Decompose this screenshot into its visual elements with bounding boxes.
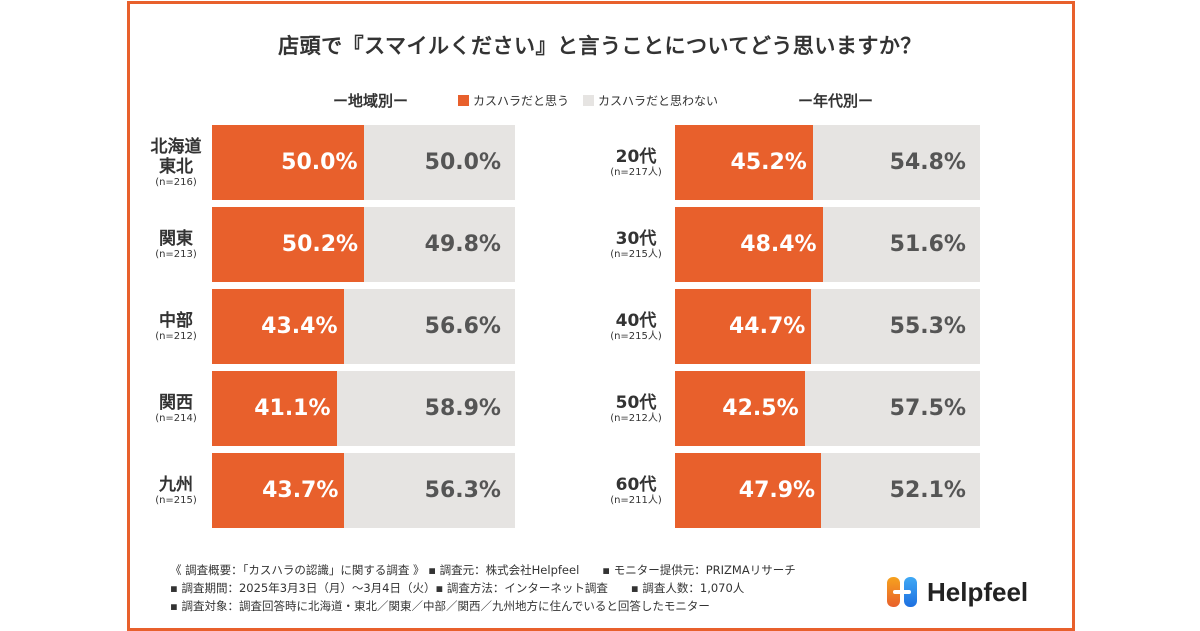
note-line: ▪ 調査対象：調査回答時に北海道・東北／関東／中部／関西／九州地方に住んでいると… (170, 599, 710, 613)
data-label-yes: 48.4% (740, 232, 817, 257)
survey-notes: 《 調査概要：「カスハラの認識」に関する調査 》 ▪ 調査元：株式会社Helpf… (170, 561, 796, 615)
category-label: 関東 (n=213) (140, 229, 212, 261)
category-label-text: 九州 (159, 474, 193, 495)
category-label: 中部 (n=212) (140, 311, 212, 343)
legend-item-no: カスハラだと思わない (583, 92, 718, 109)
data-label-yes: 44.7% (729, 314, 806, 339)
bar-segment-yes (212, 371, 337, 446)
bar-segment-yes (675, 453, 822, 528)
data-label-no: 56.3% (424, 478, 501, 503)
bar-segment-yes (675, 207, 823, 282)
bar-segment-yes (212, 125, 364, 200)
legend-swatch-yes (458, 95, 469, 106)
data-label-yes: 41.1% (254, 396, 331, 421)
chart-title: 店頭で『スマイルください』と言うことについてどう思いますか？ (278, 34, 922, 58)
category-label-text: 北海道 (150, 136, 202, 157)
data-label-no: 50.0% (424, 150, 501, 175)
helpfeel-logo-icon (887, 577, 917, 607)
category-label-text: 関東 (159, 228, 193, 249)
category-label-text: 60代 (615, 474, 657, 495)
data-label-yes: 50.2% (281, 232, 359, 257)
note-line: ▪ 調査期間：2025年3月3日（月）〜3月4日（火）▪ 調査方法：インターネッ… (170, 581, 745, 595)
data-label-yes: 45.2% (730, 150, 807, 175)
category-label-text: 30代 (615, 228, 657, 249)
data-label-no: 57.5% (889, 396, 966, 421)
data-label-no: 51.6% (889, 232, 966, 257)
legend: カスハラだと思う カスハラだと思わない (458, 92, 732, 109)
bar-segment-yes (212, 207, 365, 282)
bar-segment-no (822, 207, 980, 282)
data-label-no: 55.3% (889, 314, 966, 339)
bar-segment-no (344, 453, 515, 528)
sample-size-label: (n=214) (155, 412, 197, 424)
bar-segment-no (821, 453, 980, 528)
data-label-yes: 43.4% (261, 314, 338, 339)
bar-segment-yes (675, 289, 812, 364)
data-label-no: 49.8% (424, 232, 501, 257)
legend-swatch-no (583, 95, 595, 106)
category-label: 九州 (n=215) (140, 475, 212, 507)
category-label-text: 50代 (615, 392, 657, 413)
bar-segment-no (363, 125, 515, 200)
bar-segment-no (811, 289, 980, 364)
age-section-title: ー年代別ー (798, 92, 874, 110)
legend-label-yes: カスハラだと思う (473, 94, 570, 108)
data-label-yes: 50.0% (281, 150, 358, 175)
category-label: 40代 (n=215人) (598, 311, 674, 343)
sample-size-label: (n=215) (155, 494, 197, 506)
helpfeel-logo: Helpfeel (885, 575, 1028, 609)
sample-size-label: (n=215人) (610, 330, 662, 342)
bar-segment-yes (212, 453, 345, 528)
bar-segment-no (804, 371, 980, 446)
sample-size-label: (n=216) (155, 176, 197, 188)
bar-segment-no (364, 207, 515, 282)
legend-item-yes: カスハラだと思う (458, 92, 569, 109)
bar-segment-yes (675, 371, 805, 446)
category-label: 関西 (n=214) (140, 393, 212, 425)
category-label: 60代 (n=211人) (598, 475, 674, 507)
sample-size-label: (n=215人) (610, 248, 662, 260)
sample-size-label: (n=211人) (610, 494, 662, 506)
data-label-yes: 42.5% (722, 396, 799, 421)
category-label-text: 東北 (159, 156, 193, 177)
bar-segment-yes (212, 289, 344, 364)
category-label: 北海道 東北 (n=216) (140, 137, 212, 189)
category-label: 20代 (n=217人) (598, 147, 674, 179)
category-label-text: 20代 (615, 146, 657, 167)
bar-segment-no (336, 371, 515, 446)
category-label-text: 40代 (615, 310, 657, 331)
category-label: 30代 (n=215人) (598, 229, 674, 261)
category-label: 50代 (n=212人) (598, 393, 674, 425)
data-label-no: 54.8% (889, 150, 966, 175)
sample-size-label: (n=212人) (610, 412, 662, 424)
bar-segment-no (343, 289, 515, 364)
sample-size-label: (n=213) (155, 248, 197, 260)
sample-size-label: (n=212) (155, 330, 197, 342)
bar-segment-yes (675, 125, 813, 200)
logo-text: Helpfeel (927, 576, 1029, 607)
sample-size-label: (n=217人) (610, 166, 662, 178)
category-label-text: 関西 (159, 392, 193, 413)
bar-segment-no (812, 125, 980, 200)
data-label-yes: 43.7% (262, 478, 339, 503)
data-label-no: 58.9% (424, 396, 501, 421)
category-label-text: 中部 (159, 310, 193, 331)
data-label-no: 52.1% (889, 478, 966, 503)
data-label-yes: 47.9% (738, 478, 816, 503)
data-label-no: 56.6% (424, 314, 501, 339)
legend-label-no: カスハラだと思わない (598, 94, 719, 108)
region-section-title: ー地域別ー (333, 92, 409, 110)
note-line: 《 調査概要：「カスハラの認識」に関する調査 》 ▪ 調査元：株式会社Helpf… (170, 563, 796, 577)
